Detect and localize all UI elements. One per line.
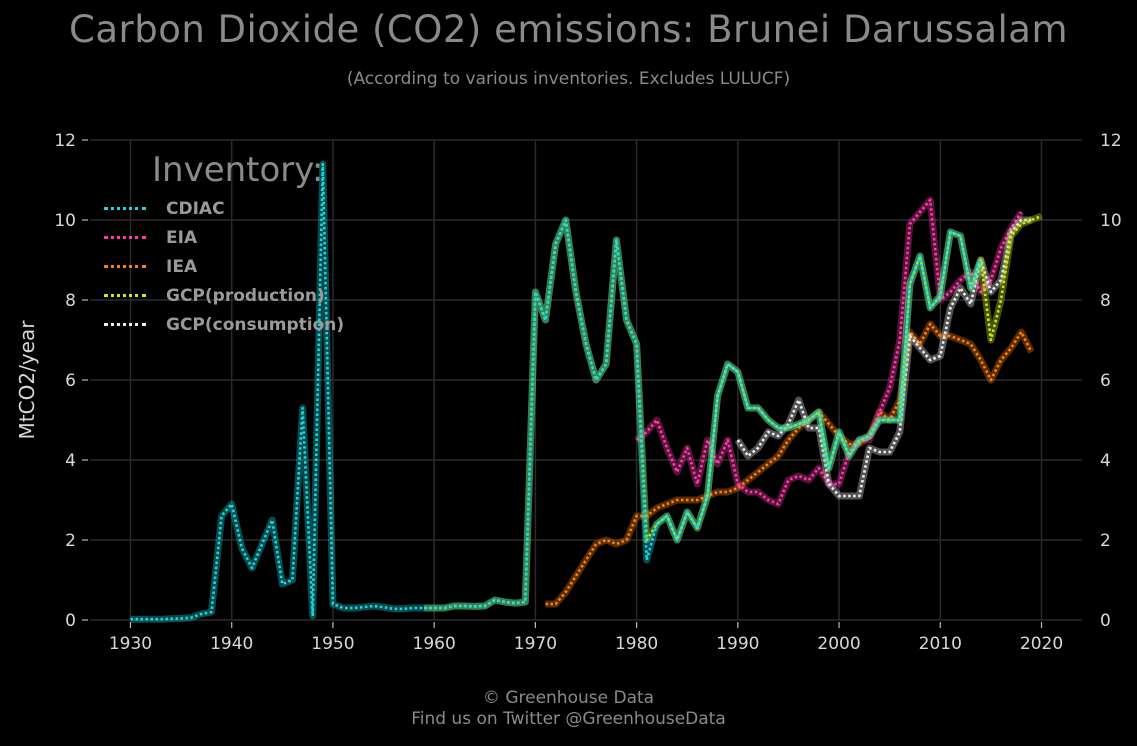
series-line-cdiac <box>130 162 983 621</box>
footer-copyright: © Greenhouse Data <box>482 688 655 708</box>
series-line-iea <box>545 322 1033 606</box>
x-tick-label: 1970 <box>514 634 557 654</box>
x-tick-label: 1940 <box>210 634 253 654</box>
y-tick-label-right: 4 <box>1100 451 1111 471</box>
y-tick-label-right: 6 <box>1100 371 1111 391</box>
chart-subtitle: (According to various inventories. Exclu… <box>346 69 791 89</box>
legend-swatch <box>104 294 146 297</box>
legend-item: IEA <box>104 252 344 281</box>
legend-item: GCP(consumption) <box>104 310 344 339</box>
legend-swatch <box>104 236 146 239</box>
legend-label: IEA <box>166 256 198 277</box>
legend-item: EIA <box>104 223 344 252</box>
y-tick-label-right: 0 <box>1100 611 1111 631</box>
y-tick-label-left: 0 <box>65 611 76 631</box>
legend-label: CDIAC <box>166 198 225 219</box>
series-line-gcp-production <box>424 214 1042 610</box>
x-tick-label: 1950 <box>311 634 354 654</box>
y-tick-label-left: 10 <box>54 211 76 231</box>
legend-item: GCP(production) <box>104 281 344 310</box>
footer-twitter: Find us on Twitter @GreenhouseData <box>411 709 726 729</box>
legend: Inventory: CDIAC EIA IEA GCP(production) GCP… <box>104 150 344 339</box>
chart-title: Carbon Dioxide (CO2) emissions: Brunei D… <box>68 8 1068 51</box>
footer: © Greenhouse Data Find us on Twitter @Gr… <box>0 688 1137 730</box>
x-tick-label: 2000 <box>817 634 860 654</box>
legend-swatch <box>104 323 146 326</box>
legend-label: EIA <box>166 227 198 248</box>
y-tick-label-right: 8 <box>1100 291 1111 311</box>
x-tick-label: 1990 <box>716 634 759 654</box>
y-axis-label: MtCO2/year <box>15 320 39 440</box>
y-tick-label-left: 8 <box>65 291 76 311</box>
series-glow <box>545 320 1035 608</box>
y-tick-label-right: 2 <box>1100 531 1111 551</box>
series-line-eia <box>635 198 1023 506</box>
x-tick-label: 1980 <box>615 634 658 654</box>
x-tick-label: 1930 <box>109 634 152 654</box>
x-tick-label: 1960 <box>413 634 456 654</box>
y-tick-label-left: 12 <box>54 131 76 151</box>
y-tick-label-left: 4 <box>65 451 76 471</box>
y-tick-label-left: 6 <box>65 371 76 391</box>
x-tick-label: 2010 <box>919 634 962 654</box>
legend-title: Inventory: <box>152 150 324 190</box>
y-tick-label-right: 10 <box>1100 211 1122 231</box>
series-line-gcp-consumption <box>736 218 1032 498</box>
y-tick-label-left: 2 <box>65 531 76 551</box>
series-glow <box>424 212 1043 612</box>
legend-swatch <box>104 265 146 268</box>
legend-label: GCP(consumption) <box>166 314 345 335</box>
legend-swatch <box>104 207 146 210</box>
legend-item: CDIAC <box>104 194 344 223</box>
y-tick-label-right: 12 <box>1100 131 1122 151</box>
legend-label: GCP(production) <box>166 285 325 306</box>
x-tick-label: 2020 <box>1020 634 1063 654</box>
